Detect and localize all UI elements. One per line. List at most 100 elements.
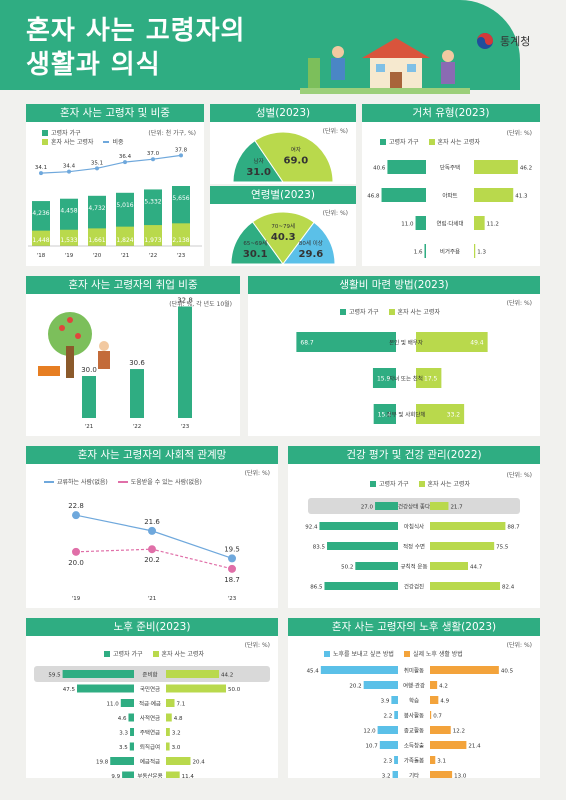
category-label: 아침식사 — [404, 523, 424, 531]
bar — [377, 726, 398, 734]
data-label: 3.3 — [119, 731, 128, 737]
data-label: 11.0 — [107, 702, 120, 708]
data-label: 75.5 — [496, 545, 509, 551]
data-label: 34.4 — [63, 164, 76, 170]
category-label: 적정 수면 — [403, 543, 425, 551]
bar — [116, 226, 134, 246]
data-label: 50.0 — [228, 687, 241, 693]
legend-label: 노후를 보내고 싶은 방법 — [333, 651, 394, 658]
tree — [308, 58, 320, 88]
tick-label: '20 — [93, 253, 102, 259]
category-label: 아파트 — [442, 192, 457, 200]
data-label: 41.3 — [515, 194, 528, 200]
bar — [394, 711, 398, 719]
bar — [355, 562, 398, 570]
panel-employment: 혼자 사는 고령자의 취업 비중 (단위: %, 각 년도 10월) 30.0 '… — [26, 276, 240, 436]
bar — [166, 699, 175, 707]
bar — [327, 542, 398, 550]
data-label: 37.0 — [147, 151, 160, 157]
data-label: 20.0 — [68, 559, 84, 567]
bar — [166, 670, 220, 678]
tick-label: '22 — [149, 253, 158, 259]
bar — [363, 681, 398, 689]
page-title: 혼자 사는 고령자의 생활과 의식 — [26, 16, 246, 80]
data-label: 27.0 — [361, 505, 374, 511]
category-label: 건강검진 — [404, 583, 424, 591]
data-label: 15.4 — [378, 412, 392, 419]
unit-label: (단위: %, 각 년도 10월) — [169, 301, 232, 308]
legend-label: 혼자 사는 고령자 — [427, 481, 470, 488]
unit-label: (단위: %) — [506, 472, 532, 479]
legend-label: 도움받을 수 있는 사람(없음) — [130, 479, 202, 486]
point — [72, 547, 80, 556]
unit-label: (단위: %) — [506, 642, 532, 649]
chart-health: 27.0 21.7 건강상태 좋다 92.4 88.7 아침식사 83.5 75.5 적정 수면… — [305, 498, 520, 591]
category-label: 부동산운용 — [137, 772, 162, 778]
data-label: 22.8 — [68, 502, 84, 510]
pie-slice — [254, 131, 334, 183]
data-label: 13.0 — [454, 774, 467, 779]
data-label: 92.4 — [305, 525, 318, 531]
data-label: 15.9 — [377, 376, 391, 383]
data-label: 0.7 — [433, 714, 442, 720]
data-label: 1,661 — [88, 237, 105, 244]
category-label: 건강상태 좋다 — [398, 503, 430, 511]
bar — [88, 228, 106, 246]
farming-illustration — [38, 312, 110, 378]
data-label: 29.6 — [299, 249, 324, 260]
data-label: 32.8 — [177, 296, 193, 304]
bar — [379, 741, 398, 749]
chart-single-elderly: 4,236 1,448 '18 34.1 4,458 1,533 '19 34.4 4,732 1… — [28, 147, 202, 259]
point — [228, 554, 236, 563]
chart-retirement-life: 45.4 40.5 취미활동 20.2 4.2 여행·관광 3.9 4.9 학습 2.2 0.7 봉사… — [307, 666, 514, 779]
bar — [166, 713, 172, 722]
person-icon — [332, 46, 344, 58]
bar — [120, 699, 134, 707]
bar — [430, 726, 451, 734]
point — [148, 545, 156, 554]
panel-title: 혼자 사는 고령자 및 비중 — [26, 104, 204, 122]
tick-label: '18 — [37, 253, 46, 259]
person-icon — [442, 50, 454, 62]
data-label: 7.1 — [177, 702, 186, 708]
bar — [430, 582, 501, 590]
category-label: 비거주용 — [440, 248, 460, 256]
bar — [430, 666, 499, 674]
bar — [320, 666, 398, 674]
bar — [381, 188, 426, 202]
data-label: 50.2 — [341, 565, 353, 571]
unit-label: (단위: %) — [506, 300, 532, 307]
legend-label: 혼자 사는 고령자 — [397, 309, 440, 316]
data-label: 34.1 — [35, 165, 47, 171]
category-label: 학습 — [409, 697, 419, 705]
data-label: 10.7 — [366, 744, 379, 750]
category-label: 자녀 또는 친척 — [389, 375, 423, 383]
bar — [430, 502, 449, 510]
point — [72, 511, 80, 520]
slice-label: 남자 — [254, 157, 264, 165]
category-label: 국민연금 — [140, 685, 160, 693]
bar — [416, 404, 465, 424]
data-label: 12.0 — [363, 729, 376, 735]
legend: 고령자 가구 혼자 사는 고령자 — [370, 479, 470, 488]
data-label: 1,973 — [144, 237, 161, 244]
data-label: 11.4 — [182, 774, 195, 778]
data-label: 1,448 — [32, 237, 49, 244]
panel-retirement-life: 혼자 사는 고령자의 노후 생활(2023) (단위: %) 노후를 보내고 싶… — [288, 618, 540, 778]
tick-label: '22 — [133, 424, 142, 430]
data-label: 44.7 — [470, 565, 483, 571]
data-label: 2.2 — [384, 714, 393, 720]
data-label: 20.2 — [144, 556, 160, 564]
bar — [391, 696, 398, 704]
person-icon — [99, 341, 109, 351]
category-label: 준비함 — [142, 671, 157, 679]
data-label: 46.8 — [367, 194, 380, 200]
bar — [430, 696, 439, 704]
data-label: 45.4 — [307, 669, 320, 675]
panel-title: 혼자 사는 고령자의 사회적 관계망 — [26, 446, 278, 464]
tick-label: '23 — [177, 253, 186, 259]
bar — [166, 684, 226, 693]
chart-retirement-prep: 59.5 44.2 준비함 47.5 50.0 국민연금 11.0 7.1 적금·예금 4.6 4.… — [34, 666, 270, 778]
unit-label: (단위: %) — [244, 642, 270, 649]
